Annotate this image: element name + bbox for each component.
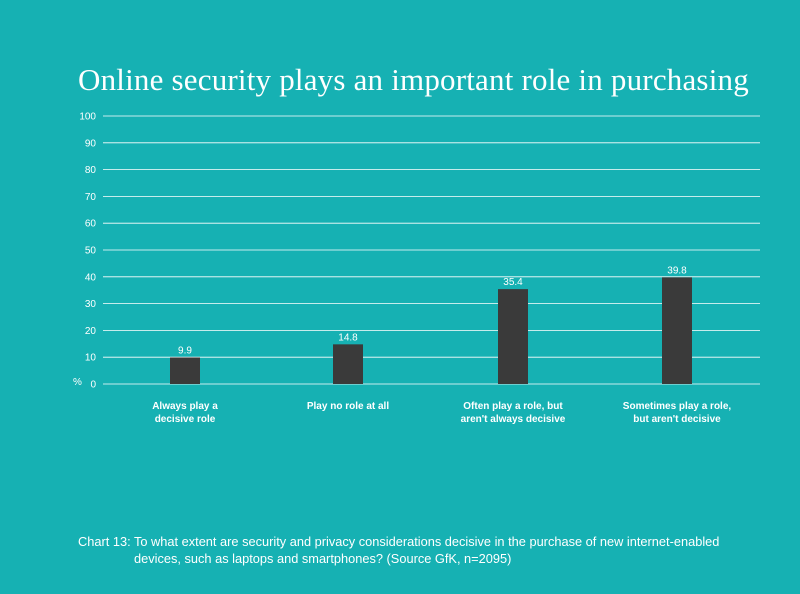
y-axis-label: %: [73, 377, 82, 388]
x-tick-label-line: Often play a role, but: [463, 401, 563, 412]
x-tick-label-line: aren't always decisive: [461, 414, 566, 425]
chart-caption: Chart 13: To what extent are security an…: [78, 533, 778, 567]
y-tick-label: 90: [85, 138, 97, 149]
y-tick-label: 80: [85, 165, 97, 176]
chart-title: Online security plays an important role …: [78, 62, 749, 97]
value-label: 39.8: [667, 265, 687, 276]
x-tick-label: Always play a decisive role: [152, 401, 218, 425]
bar: [498, 289, 528, 384]
x-tick-label: Play no role at all: [307, 401, 389, 412]
value-label: 9.9: [178, 345, 192, 356]
x-axis-labels: Always play a decisive role Play no role a…: [152, 401, 731, 425]
x-tick-label-line: decisive role: [155, 414, 216, 425]
x-tick-label: Sometimes play a role, but aren't decisiv…: [623, 401, 732, 425]
x-tick-label-line: but aren't decisive: [633, 414, 721, 425]
y-tick-label: 70: [85, 192, 97, 203]
gridlines: [103, 115, 760, 385]
caption-line-1: Chart 13: To what extent are security an…: [78, 534, 720, 549]
x-tick-label-line: Sometimes play a role,: [623, 401, 732, 412]
y-tick-label: 40: [85, 272, 97, 283]
x-tick-label-line: Play no role at all: [307, 401, 389, 412]
x-tick-label: Often play a role, but aren't always deci…: [461, 401, 566, 425]
y-tick-label: 50: [85, 246, 97, 257]
bars: [170, 277, 692, 384]
x-tick-label-line: Always play a: [152, 401, 218, 412]
value-labels: 9.9 14.8 35.4 39.8: [178, 265, 687, 356]
y-tick-label: 10: [85, 353, 97, 364]
y-tick-label: 100: [79, 112, 96, 123]
bar: [333, 344, 363, 384]
caption-line-2: devices, such as laptops and smartphones…: [134, 551, 512, 566]
y-tick-label: 20: [85, 326, 97, 337]
y-tick-label: 30: [85, 299, 97, 310]
bar-chart: 0 10 20 30 40 50 60 70 80 90 100 % 9.9 14.8 35.4 39.8…: [73, 112, 760, 425]
y-axis-ticks: 0 10 20 30 40 50 60 70 80 90 100: [79, 112, 96, 391]
y-tick-label: 60: [85, 219, 97, 230]
y-tick-label: 0: [90, 380, 96, 391]
value-label: 35.4: [503, 277, 523, 288]
bar: [662, 277, 692, 384]
value-label: 14.8: [338, 332, 358, 343]
bar: [170, 357, 200, 384]
